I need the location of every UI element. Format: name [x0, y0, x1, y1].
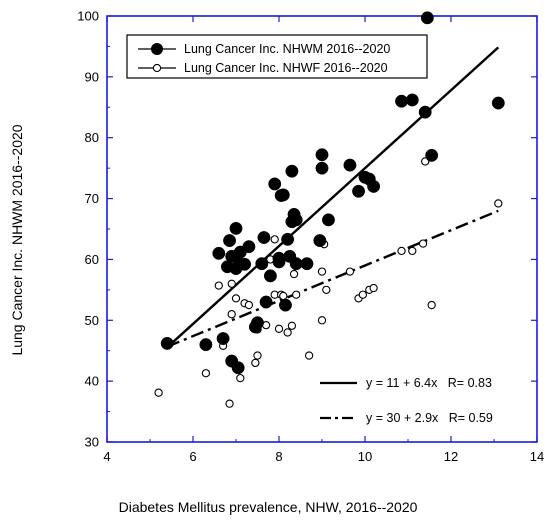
- point-nhwf: [358, 290, 367, 299]
- point-nhwf: [279, 291, 288, 301]
- y-tick-label: 40: [85, 374, 99, 389]
- point-nhwm: [231, 361, 245, 375]
- y-tick-label: 30: [85, 435, 99, 450]
- point-nhwm: [285, 164, 299, 178]
- point-nhwm: [229, 221, 243, 235]
- point-nhwm: [405, 93, 419, 107]
- point-nhwm: [272, 255, 286, 269]
- x-tick-label: 4: [103, 449, 110, 464]
- point-nhwm: [263, 269, 277, 283]
- y-axis-title: Lung Cancer Inc. NHWM 2016--2020: [9, 124, 25, 355]
- point-nhwm: [343, 158, 357, 172]
- point-nhwm: [315, 161, 329, 175]
- fit-equation-nhwm: y = 11 + 6.4x R= 0.83: [366, 376, 492, 390]
- fit-lines: [166, 46, 500, 349]
- point-nhwf: [289, 269, 299, 279]
- point-nhwm: [199, 338, 213, 352]
- x-tick-label: 6: [189, 449, 196, 464]
- legend-marker-nhwm: [151, 43, 163, 55]
- point-nhwf: [292, 290, 301, 299]
- point-nhwf: [154, 388, 163, 397]
- x-axis-title: Diabetes Mellitus prevalence, NHW, 2016-…: [119, 499, 418, 515]
- point-nhwf: [322, 285, 331, 295]
- point-nhwm: [223, 234, 237, 248]
- point-nhwf: [397, 246, 406, 256]
- legend-box: [126, 34, 428, 79]
- fit-line-nhwm: [166, 46, 500, 349]
- point-nhwf: [231, 294, 241, 303]
- point-nhwm: [315, 148, 329, 162]
- point-nhwm: [491, 96, 505, 110]
- point-nhwm: [420, 11, 434, 25]
- point-nhwm: [255, 257, 269, 271]
- point-nhwm: [251, 316, 264, 330]
- x-tick-label: 14: [530, 449, 544, 464]
- point-nhwf: [244, 300, 254, 310]
- point-nhwm: [289, 213, 303, 227]
- point-nhwf: [317, 316, 327, 325]
- point-nhwm: [276, 188, 290, 202]
- x-tick-label: 12: [444, 449, 458, 464]
- legend-label-nhwf: Lung Cancer Inc. NHWF 2016--2020: [184, 61, 388, 75]
- point-nhwf: [253, 351, 262, 360]
- point-nhwm: [425, 148, 439, 162]
- point-nhwf: [225, 399, 234, 408]
- point-nhwm: [322, 213, 335, 227]
- y-tick-label: 80: [85, 130, 99, 145]
- point-nhwm: [257, 231, 271, 244]
- point-nhwm: [418, 105, 432, 119]
- point-nhwf: [408, 246, 417, 256]
- point-nhwm: [216, 332, 230, 345]
- point-nhwm: [395, 94, 408, 108]
- point-nhwm: [212, 246, 226, 260]
- y-tick-label: 90: [85, 69, 99, 84]
- x-tick-label: 10: [358, 449, 372, 464]
- point-nhwf: [494, 199, 503, 208]
- fit-equation-nhwf: y = 30 + 2.9x R= 0.59: [366, 411, 493, 425]
- point-nhwm: [313, 234, 327, 248]
- y-tick-label: 100: [77, 9, 99, 24]
- fit-annotations: y = 11 + 6.4x R= 0.83 y = 30 + 2.9x R= 0…: [320, 376, 493, 425]
- point-nhwf: [345, 267, 355, 276]
- point-nhwf: [270, 235, 279, 244]
- point-nhwf: [236, 373, 245, 383]
- point-nhwf: [227, 310, 236, 319]
- point-nhwm: [281, 232, 295, 246]
- point-nhwf: [227, 279, 236, 288]
- point-nhwf: [283, 328, 292, 337]
- legend-label-nhwm: Lung Cancer Inc. NHWM 2016--2020: [184, 42, 390, 56]
- point-nhwf: [287, 321, 297, 330]
- y-tick-label: 50: [85, 313, 99, 328]
- point-nhwf: [274, 324, 284, 333]
- fit-line-nhwf: [166, 209, 499, 348]
- point-nhwm: [242, 240, 256, 254]
- point-nhwm: [279, 298, 292, 312]
- point-nhwm: [238, 257, 252, 271]
- x-tick-label: 8: [275, 449, 282, 464]
- point-nhwf: [427, 300, 436, 310]
- legend: Lung Cancer Inc. NHWM 2016--2020 Lung Ca…: [126, 34, 428, 79]
- point-nhwf: [369, 283, 378, 293]
- data-points: [154, 11, 505, 408]
- point-nhwm: [352, 184, 365, 198]
- point-nhwm: [259, 295, 273, 309]
- y-tick-label: 60: [85, 252, 99, 267]
- point-nhwm: [300, 257, 314, 271]
- legend-marker-nhwf: [152, 63, 162, 73]
- y-tick-label: 70: [85, 191, 99, 206]
- point-nhwm: [160, 336, 174, 350]
- axis-ticks: 4 6 8 10 12 14 30 40 50 60 70 80 90 100: [77, 9, 544, 465]
- point-nhwf: [214, 281, 223, 290]
- point-nhwm: [268, 177, 282, 191]
- point-nhwf: [251, 358, 260, 368]
- point-nhwf: [201, 369, 211, 378]
- point-nhwm: [367, 179, 381, 193]
- point-nhwf: [304, 351, 314, 360]
- point-nhwf: [418, 239, 428, 248]
- point-nhwf: [317, 267, 327, 276]
